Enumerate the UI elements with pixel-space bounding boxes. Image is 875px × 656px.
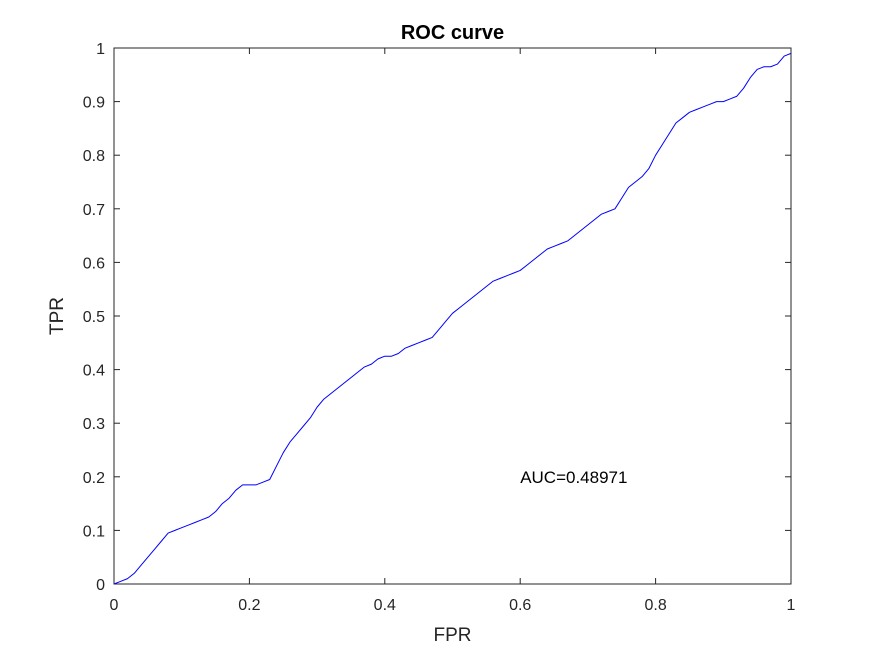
y-tick-label: 0 <box>96 577 105 594</box>
x-axis-label: FPR <box>434 625 472 646</box>
y-tick-label: 0.4 <box>83 363 105 380</box>
y-tick-label: 0.2 <box>83 470 105 487</box>
x-tick-labels: 0 0.2 0.4 0.6 0.8 1 <box>110 597 796 614</box>
y-axis-label: TPR <box>47 297 68 335</box>
x-tick-label: 0.4 <box>374 597 396 614</box>
chart-title: ROC curve <box>401 22 504 44</box>
x-tick-label: 0.2 <box>238 597 260 614</box>
tick-marks <box>113 47 792 585</box>
y-tick-label: 0.1 <box>83 523 105 540</box>
plot-area <box>113 47 792 585</box>
x-tick-label: 0.6 <box>509 597 531 614</box>
series-layer <box>113 52 792 585</box>
y-tick-label: 0.8 <box>83 148 105 165</box>
x-tick-label: 1 <box>787 597 796 614</box>
auc-annotation: AUC=0.48971 <box>520 468 627 487</box>
y-tick-label: 1 <box>96 41 105 58</box>
y-tick-label: 0.5 <box>83 309 105 326</box>
y-tick-label: 0.9 <box>83 95 105 112</box>
x-tick-label: 0 <box>110 597 119 614</box>
y-tick-label: 0.6 <box>83 255 105 272</box>
plot-background <box>113 47 792 585</box>
y-tick-label: 0.7 <box>83 202 105 219</box>
y-tick-label: 0.3 <box>83 416 105 433</box>
x-tick-label: 0.8 <box>644 597 666 614</box>
y-tick-labels: 0 0.1 0.2 0.3 0.4 0.5 0.6 0.7 0.8 0.9 1 <box>83 41 105 594</box>
roc-curve-line <box>113 52 792 585</box>
